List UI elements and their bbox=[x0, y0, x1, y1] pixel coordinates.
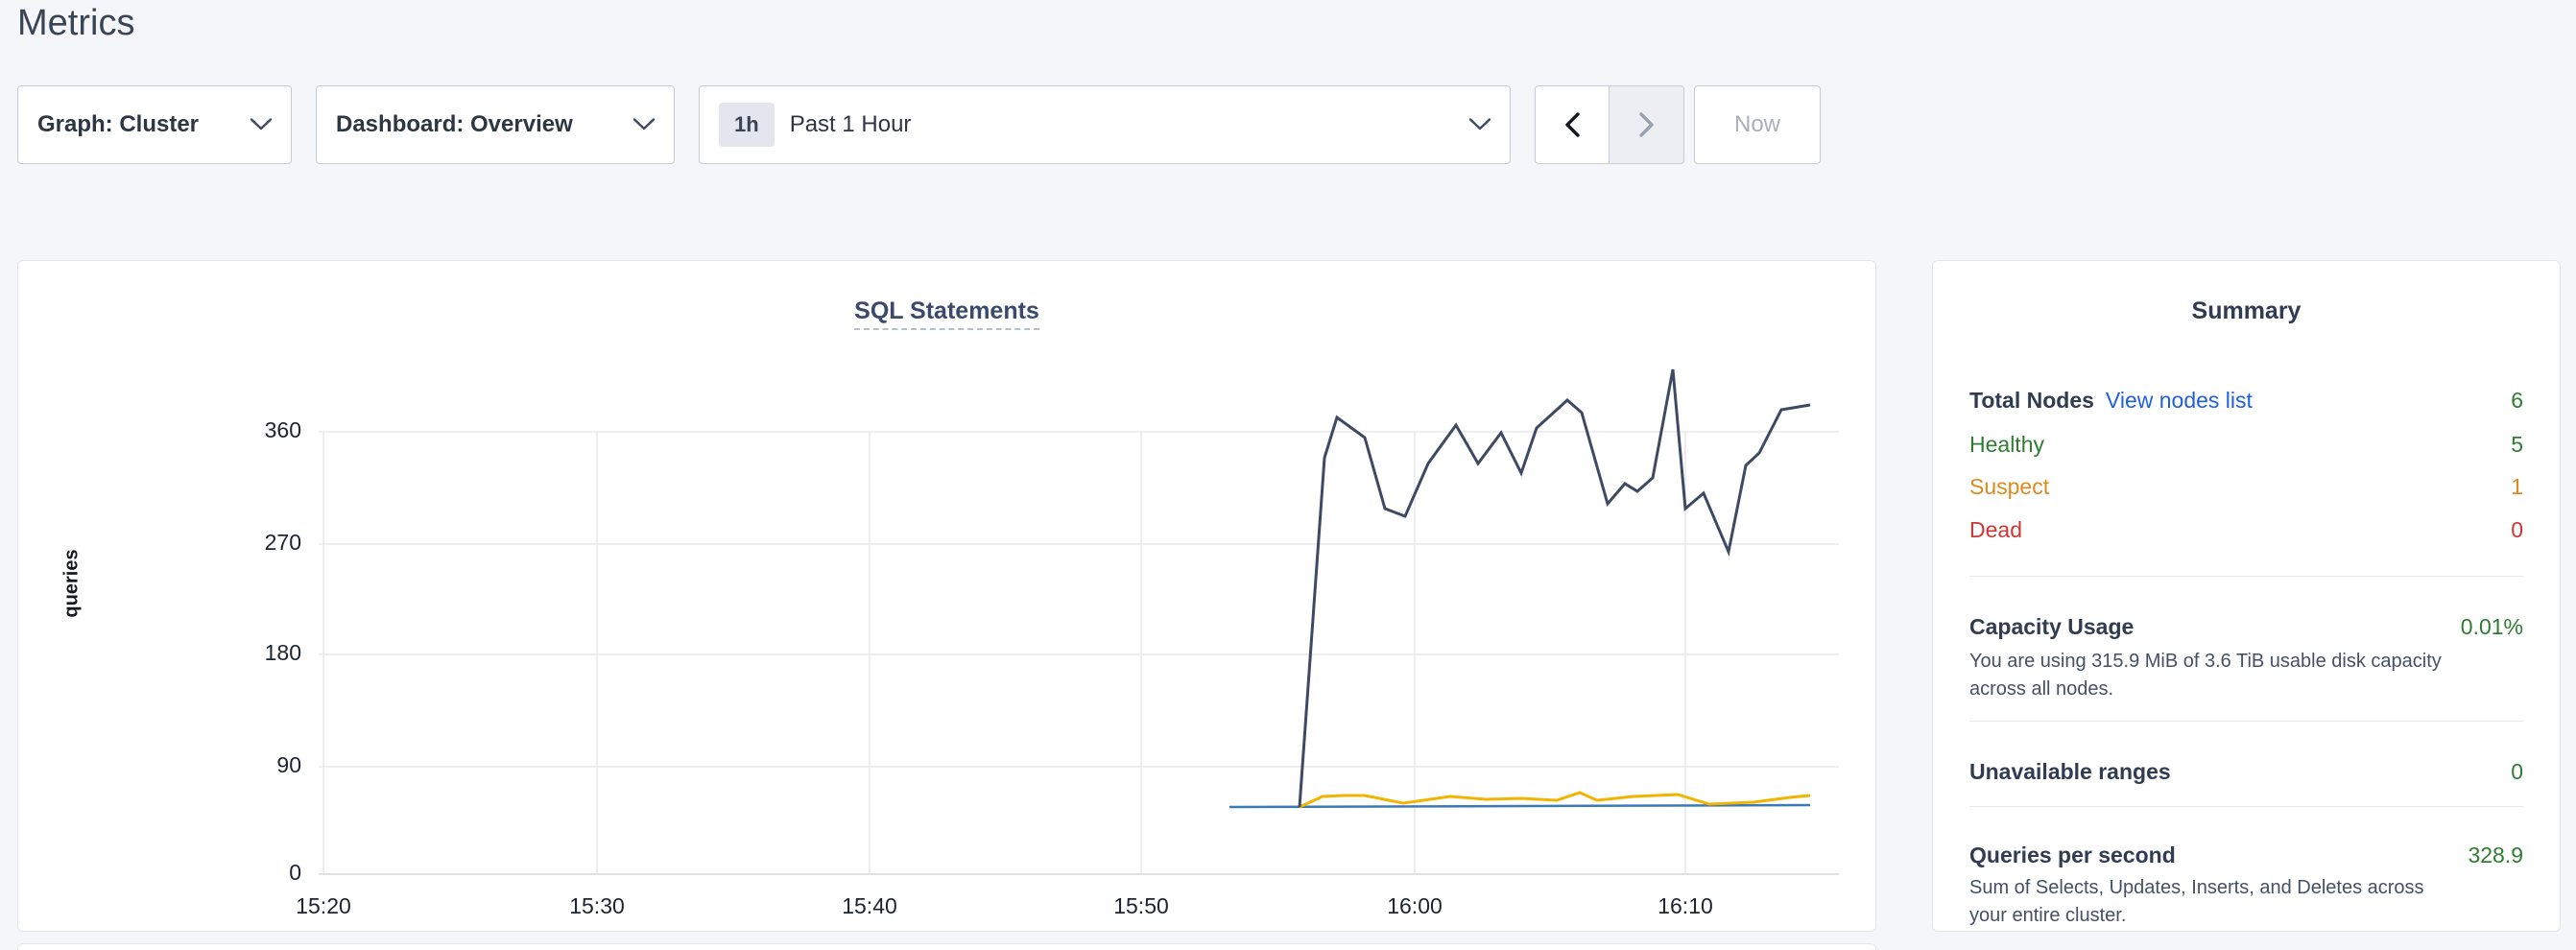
svg-text:270: 270 bbox=[265, 530, 301, 555]
svg-text:360: 360 bbox=[265, 417, 301, 442]
svg-text:15:20: 15:20 bbox=[296, 893, 351, 918]
svg-text:180: 180 bbox=[265, 640, 301, 665]
svg-text:15:40: 15:40 bbox=[842, 893, 897, 918]
svg-text:90: 90 bbox=[276, 752, 301, 777]
svg-text:0: 0 bbox=[289, 860, 301, 885]
svg-text:15:30: 15:30 bbox=[569, 893, 625, 918]
svg-text:16:00: 16:00 bbox=[1387, 893, 1443, 918]
svg-text:16:10: 16:10 bbox=[1658, 893, 1713, 918]
svg-text:15:50: 15:50 bbox=[1113, 893, 1169, 918]
